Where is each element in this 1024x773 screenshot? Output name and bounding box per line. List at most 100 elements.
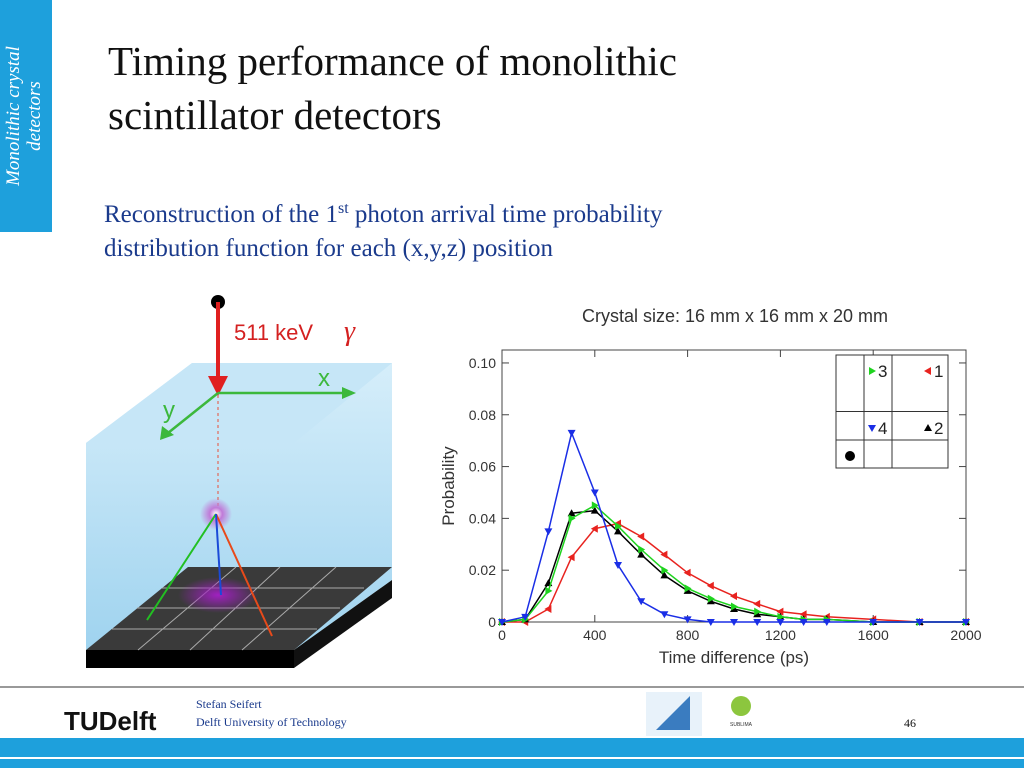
sublima-logo bbox=[731, 696, 751, 716]
y-arrow bbox=[167, 392, 219, 434]
y-tick-label: 0.08 bbox=[469, 407, 496, 423]
axis-y-label: y bbox=[163, 397, 175, 424]
y-tick-label: 0.02 bbox=[469, 562, 496, 578]
data-point bbox=[660, 571, 669, 579]
gamma-label: γ bbox=[344, 316, 356, 347]
data-point bbox=[637, 532, 645, 541]
title-line: scintillator detectors bbox=[108, 92, 442, 138]
data-point bbox=[544, 605, 552, 614]
axis-x-label: x bbox=[318, 365, 330, 392]
body-line: Reconstruction of the 1st photon arrival… bbox=[104, 200, 663, 228]
legend-marker bbox=[868, 425, 876, 432]
light-spot bbox=[178, 577, 258, 613]
photon-ray bbox=[215, 513, 273, 637]
sublima-label: SUBLIMA bbox=[730, 722, 753, 728]
data-point bbox=[915, 619, 924, 626]
data-point bbox=[822, 619, 831, 626]
y-arrowhead bbox=[160, 426, 174, 440]
data-point bbox=[567, 429, 576, 437]
data-point bbox=[567, 553, 575, 562]
legend-marker bbox=[924, 367, 931, 375]
y-tick-label: 0.06 bbox=[469, 459, 496, 475]
sidebar-text: Monolithic crystal detectors bbox=[3, 46, 45, 187]
data-point bbox=[776, 619, 785, 626]
legend-marker bbox=[869, 367, 876, 375]
y-tick-label: 0.10 bbox=[469, 355, 496, 371]
data-point bbox=[707, 594, 715, 603]
data-point bbox=[498, 619, 506, 626]
cube-base-side bbox=[294, 580, 392, 668]
body-text: photon arrival time probability bbox=[349, 201, 663, 228]
footer-band-stripe bbox=[0, 757, 1024, 759]
data-point bbox=[590, 524, 598, 533]
data-point bbox=[799, 610, 807, 619]
data-point bbox=[683, 568, 691, 577]
cube-top bbox=[86, 363, 392, 443]
photon-ray bbox=[146, 513, 217, 621]
detector-figure: 511 keV γ x y bbox=[86, 295, 392, 668]
x-tick-label: 400 bbox=[583, 627, 607, 643]
data-point bbox=[730, 592, 737, 601]
y-axis-label: Probability bbox=[439, 446, 458, 526]
data-point bbox=[962, 619, 970, 626]
data-point bbox=[754, 607, 762, 616]
data-point bbox=[661, 566, 669, 575]
footer-affiliation: Delft University of Technology bbox=[196, 715, 347, 729]
data-point bbox=[638, 545, 646, 554]
footer-author: Stefan Seifert bbox=[196, 697, 262, 711]
data-point bbox=[615, 522, 622, 531]
legend-marker bbox=[924, 424, 932, 431]
data-point bbox=[591, 501, 599, 510]
x-arrowhead bbox=[342, 387, 356, 399]
sidebar-line: detectors bbox=[24, 81, 45, 151]
legend-label: 4 bbox=[878, 419, 887, 438]
tudelft-logo: TUDelft bbox=[64, 706, 157, 736]
data-point bbox=[590, 489, 599, 497]
cube-base bbox=[86, 650, 294, 668]
legend-label: 1 bbox=[934, 362, 943, 381]
series-line bbox=[501, 504, 966, 623]
x-tick-label: 2000 bbox=[950, 627, 981, 643]
legend-label: 2 bbox=[934, 419, 943, 438]
chart-title: Crystal size: 16 mm x 16 mm x 20 mm bbox=[582, 306, 888, 326]
data-point bbox=[660, 611, 669, 619]
energy-label: 511 keV bbox=[234, 320, 313, 345]
data-point bbox=[753, 619, 762, 626]
data-point bbox=[683, 616, 692, 624]
data-point bbox=[684, 584, 692, 593]
data-point bbox=[544, 528, 553, 536]
series-line bbox=[502, 522, 966, 623]
gamma-arrowhead bbox=[208, 376, 228, 396]
data-point bbox=[777, 612, 785, 621]
y-tick-label: 0.04 bbox=[469, 510, 496, 526]
data-point bbox=[567, 509, 576, 517]
data-point bbox=[614, 562, 622, 570]
legend-reference-dot bbox=[845, 451, 855, 461]
data-point bbox=[660, 550, 668, 559]
data-point bbox=[637, 550, 646, 558]
data-point bbox=[706, 581, 714, 590]
sidebar bbox=[0, 0, 52, 232]
x-axis-label: Time difference (ps) bbox=[659, 648, 809, 667]
data-point bbox=[753, 599, 761, 608]
footer-band bbox=[0, 738, 1024, 768]
data-point bbox=[521, 613, 530, 621]
chart: Crystal size: 16 mm x 16 mm x 20 mm 0 0.02… bbox=[439, 306, 982, 667]
y-tick-label: 0 bbox=[488, 614, 496, 630]
x-tick-label: 0 bbox=[498, 627, 506, 643]
body-text: Reconstruction of the 1 bbox=[104, 201, 338, 228]
data-point bbox=[590, 506, 599, 514]
x-tick-label: 800 bbox=[676, 627, 700, 643]
data-point bbox=[706, 619, 715, 626]
data-point bbox=[730, 619, 738, 626]
data-point bbox=[614, 527, 622, 535]
page-number: 46 bbox=[904, 716, 916, 730]
data-point bbox=[869, 619, 878, 626]
data-point bbox=[637, 598, 646, 606]
legend-label: 3 bbox=[878, 362, 887, 381]
sidebar-line: Monolithic crystal bbox=[3, 46, 24, 187]
series-line bbox=[501, 430, 966, 623]
title-line: Timing performance of monolithic bbox=[108, 38, 677, 84]
